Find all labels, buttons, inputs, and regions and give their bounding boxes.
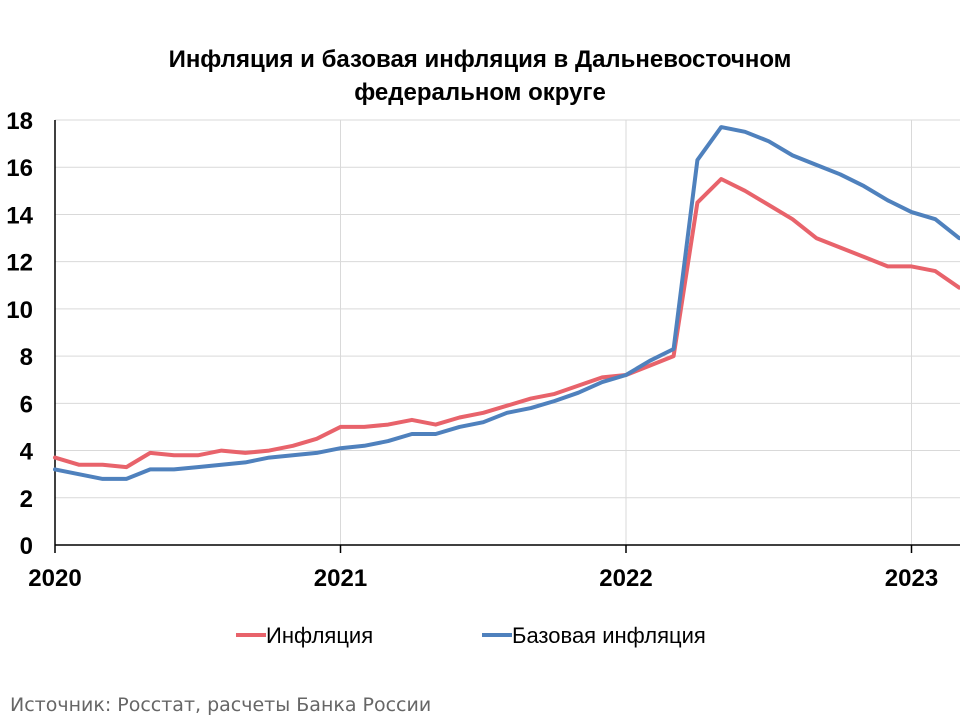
series-line-core-inflation (53, 125, 960, 481)
x-tick-label: 2023 (885, 565, 938, 592)
y-tick-label: 10 (6, 297, 33, 324)
x-tick-label: 2020 (28, 565, 81, 592)
y-tick-label: 8 (20, 344, 33, 371)
x-tick-label: 2022 (599, 565, 652, 592)
y-tick-label: 6 (20, 391, 33, 418)
y-tick-label: 16 (6, 155, 33, 182)
y-axis-ticks: 0 2 4 6 8 10 12 14 16 18 (6, 108, 33, 560)
series-line-inflation (53, 177, 960, 470)
source-note: Источник: Росстат, расчеты Банка России (10, 694, 431, 716)
y-tick-label: 14 (6, 202, 33, 229)
gridlines (55, 119, 960, 545)
series-lines (53, 125, 960, 481)
x-axis-ticks: 2020 2021 2022 2023 (28, 565, 938, 592)
chart-title-line-1: Инфляция и базовая инфляция в Дальневост… (169, 46, 792, 73)
legend-label-inflation: Инфляция (266, 623, 373, 648)
axes (54, 120, 960, 553)
y-tick-label: 2 (20, 486, 33, 513)
legend-label-core-inflation: Базовая инфляция (512, 623, 706, 648)
y-tick-label: 12 (6, 250, 33, 277)
y-tick-label: 0 (20, 533, 33, 560)
x-tick-label: 2021 (314, 565, 367, 592)
y-tick-label: 4 (20, 439, 34, 466)
legend: Инфляция Базовая инфляция (236, 623, 706, 648)
y-tick-label: 18 (6, 108, 33, 135)
chart-title-line-2: федеральном округе (354, 79, 606, 106)
